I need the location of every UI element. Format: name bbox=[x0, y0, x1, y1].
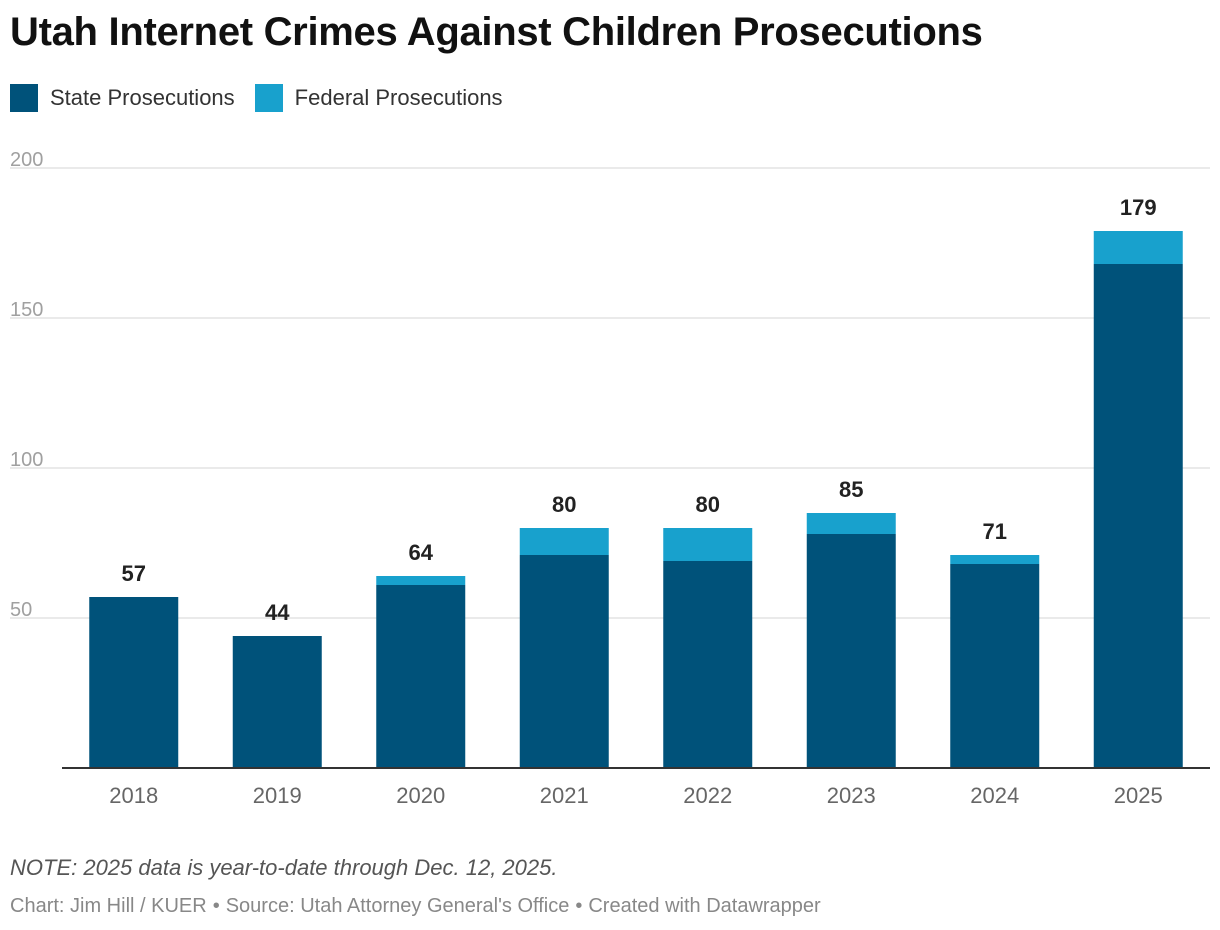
x-tick-label-2018: 2018 bbox=[109, 783, 158, 808]
data-label-2019: 44 bbox=[265, 600, 290, 625]
legend-swatch-state bbox=[10, 84, 38, 112]
x-tick-label-2023: 2023 bbox=[827, 783, 876, 808]
x-tick-label-2024: 2024 bbox=[970, 783, 1019, 808]
bar-state-2021 bbox=[519, 555, 609, 768]
y-tick-label-200: 200 bbox=[10, 149, 43, 171]
separator-2: • bbox=[575, 895, 583, 917]
y-tick-label-50: 50 bbox=[10, 599, 32, 621]
bar-state-2019 bbox=[232, 636, 322, 768]
x-tick-label-2021: 2021 bbox=[540, 783, 589, 808]
bar-federal-2023 bbox=[806, 513, 896, 534]
credit-text: Chart: Jim Hill / KUER bbox=[10, 895, 207, 917]
bar-federal-2024 bbox=[950, 555, 1040, 564]
legend-item-federal: Federal Prosecutions bbox=[254, 84, 503, 112]
chart-note: NOTE: 2025 data is year-to-date through … bbox=[10, 855, 558, 880]
bar-state-2022 bbox=[663, 561, 753, 768]
legend-swatch-federal bbox=[254, 84, 283, 112]
y-tick-label-100: 100 bbox=[10, 449, 43, 471]
bar-federal-2022 bbox=[663, 528, 753, 561]
legend-label-state: State Prosecutions bbox=[50, 85, 235, 110]
chart-title: Utah Internet Crimes Against Children Pr… bbox=[10, 10, 983, 54]
x-tick-label-2025: 2025 bbox=[1114, 783, 1163, 808]
bar-state-2023 bbox=[806, 534, 896, 768]
data-label-2023: 85 bbox=[839, 477, 863, 502]
bar-federal-2021 bbox=[519, 528, 609, 555]
bar-state-2020 bbox=[376, 585, 466, 768]
data-label-2022: 80 bbox=[696, 492, 720, 517]
bar-federal-2020 bbox=[376, 576, 466, 585]
data-label-2021: 80 bbox=[552, 492, 576, 517]
bar-federal-2025 bbox=[1093, 231, 1183, 264]
chart-source-line: Chart: Jim Hill / KUER • Source: Utah Atto… bbox=[10, 895, 821, 918]
bar-state-2024 bbox=[950, 564, 1040, 768]
legend-item-state: State Prosecutions bbox=[10, 84, 235, 112]
legend: State Prosecutions Federal Prosecutions bbox=[10, 84, 523, 112]
stacked-bar-chart: 50 100 150 200 57 2018 44 2019 64 2020 80 2021 80 202… bbox=[10, 149, 1210, 808]
created-with-text: Created with Datawrapper bbox=[588, 895, 821, 917]
bar-state-2018 bbox=[89, 597, 179, 768]
source-text: Source: Utah Attorney General's Office bbox=[225, 895, 570, 917]
legend-label-federal: Federal Prosecutions bbox=[294, 85, 503, 110]
x-tick-label-2022: 2022 bbox=[683, 783, 732, 808]
y-tick-label-150: 150 bbox=[10, 299, 43, 321]
x-tick-label-2020: 2020 bbox=[396, 783, 445, 808]
data-label-2020: 64 bbox=[409, 540, 434, 565]
separator-1: • bbox=[212, 895, 220, 917]
x-tick-label-2019: 2019 bbox=[253, 783, 302, 808]
data-label-2025: 179 bbox=[1120, 195, 1157, 220]
data-label-2024: 71 bbox=[983, 519, 1007, 544]
data-label-2018: 57 bbox=[122, 561, 146, 586]
bar-state-2025 bbox=[1093, 264, 1183, 768]
